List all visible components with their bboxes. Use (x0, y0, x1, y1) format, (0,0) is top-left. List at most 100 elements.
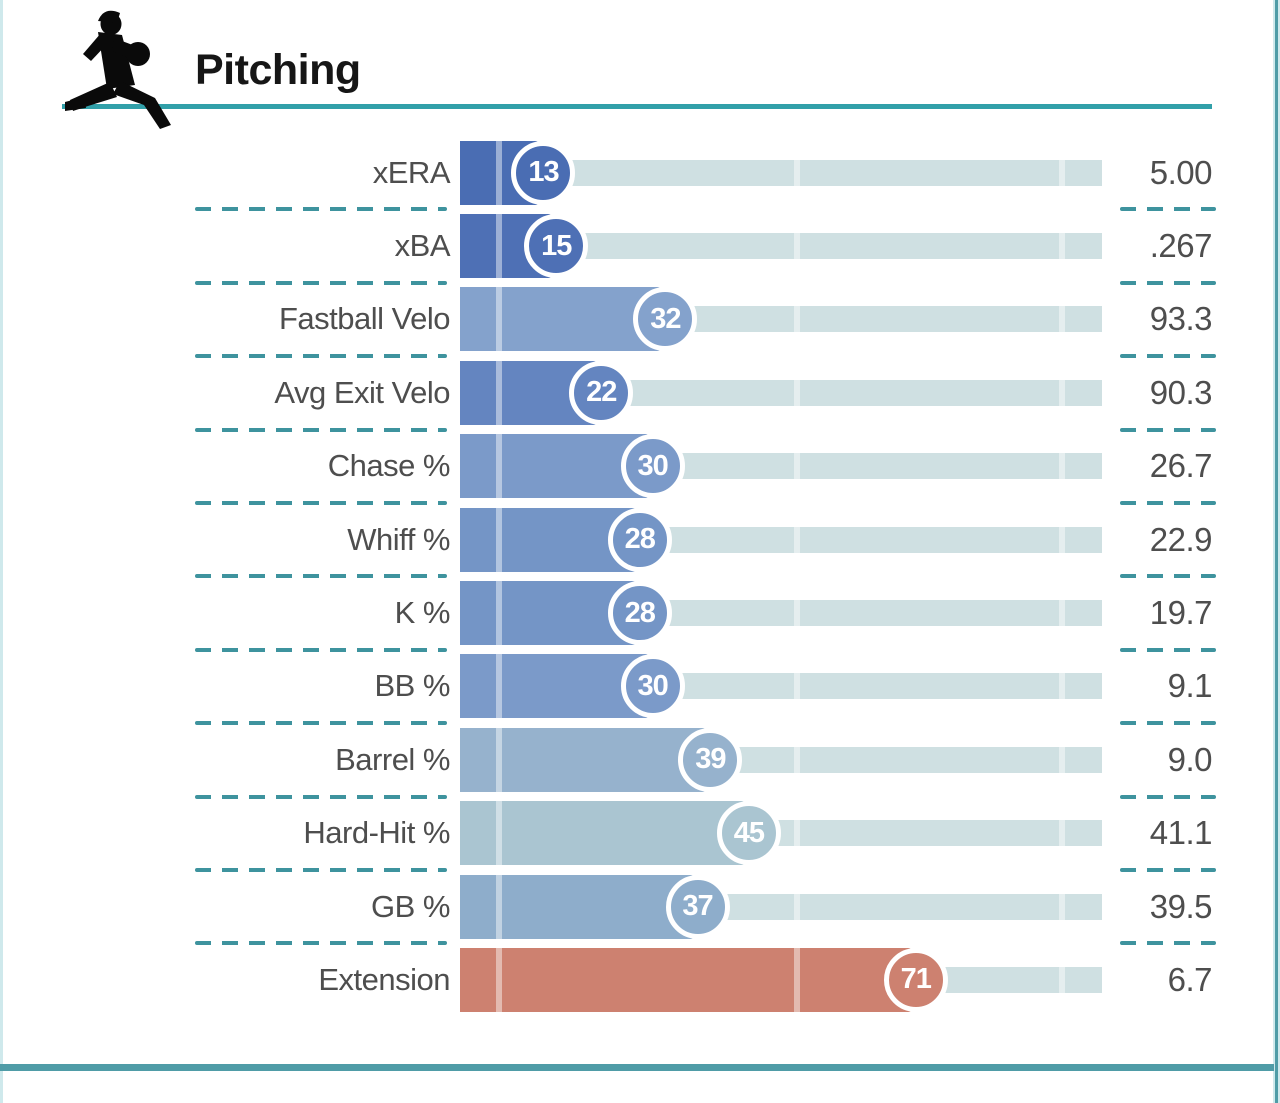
gridline (1059, 360, 1066, 425)
percentile-bubble: 15 (524, 214, 589, 279)
stat-label: GB % (371, 888, 450, 924)
percentile-bar: 13 (460, 136, 1102, 209)
gridline (1059, 434, 1066, 499)
row-separator-left (195, 867, 447, 872)
percentile-bubble: 37 (665, 874, 730, 939)
row-separator-right (1120, 427, 1216, 432)
gridline (794, 214, 801, 279)
stat-row: K % 28 19.7 (0, 576, 1280, 652)
percentile-bubble: 13 (511, 140, 576, 205)
gridline (794, 654, 801, 719)
stat-value: .267 (1149, 227, 1213, 265)
gridline (1059, 947, 1066, 1012)
percentile-bubble: 28 (607, 581, 672, 646)
percentile-bar: 15 (460, 209, 1102, 282)
row-separator-left (195, 427, 447, 432)
gridline (495, 434, 502, 499)
percentile-bar: 32 (460, 283, 1102, 356)
stat-label: BB % (374, 668, 450, 704)
section-title: Pitching (195, 46, 361, 94)
row-separator-right (1120, 941, 1216, 946)
gridline (495, 214, 502, 279)
row-separator (0, 941, 1280, 946)
gridline (1059, 654, 1066, 719)
percentile-bubble: 45 (716, 801, 781, 866)
percentile-bar: 39 (460, 723, 1102, 796)
percentile-bar: 22 (460, 356, 1102, 429)
gridline (495, 654, 502, 719)
gridline (794, 287, 801, 352)
stat-value: 93.3 (1149, 300, 1213, 338)
percentile-fill (460, 727, 711, 792)
stat-row: Extension 71 6.7 (0, 943, 1280, 1016)
header-rule (62, 104, 1212, 109)
card-left-border (0, 0, 3, 1103)
stat-row: Barrel % 39 9.0 (0, 723, 1280, 799)
stat-row: xERA 13 5.00 (0, 136, 1280, 212)
gridline (794, 140, 801, 205)
gridline (495, 287, 502, 352)
gridline (1059, 140, 1066, 205)
row-separator-left (195, 207, 447, 212)
percentile-fill (460, 874, 698, 939)
stat-value: 19.7 (1149, 594, 1213, 632)
percentile-fill (460, 287, 666, 352)
row-separator (0, 427, 1280, 432)
stat-value: 5.00 (1149, 153, 1213, 191)
stat-label: Hard-Hit % (303, 815, 450, 851)
row-separator (0, 794, 1280, 799)
row-separator (0, 867, 1280, 872)
stat-label: K % (394, 595, 451, 631)
stat-label: Fastball Velo (279, 301, 451, 337)
gridline (794, 947, 801, 1012)
row-separator-right (1120, 647, 1216, 652)
gridline (1059, 801, 1066, 866)
row-separator-right (1120, 354, 1216, 359)
gridline (495, 360, 502, 425)
row-separator-right (1120, 867, 1216, 872)
gridline (495, 874, 502, 939)
row-separator (0, 354, 1280, 359)
stat-row: Avg Exit Velo 22 90.3 (0, 356, 1280, 432)
row-separator-left (195, 794, 447, 799)
gridline (794, 801, 801, 866)
percentile-bubble: 32 (633, 287, 698, 352)
percentile-rows: xERA 13 5.00 xBA 15 .267 Fastball Velo (0, 136, 1280, 1017)
row-separator (0, 574, 1280, 579)
row-separator-right (1120, 500, 1216, 505)
percentile-fill (460, 801, 749, 866)
stat-value: 90.3 (1149, 373, 1213, 411)
stat-value: 9.0 (1167, 740, 1213, 778)
card-right-border (1272, 0, 1280, 1103)
gridline (495, 581, 502, 646)
percentile-bubble: 30 (620, 654, 685, 719)
row-separator (0, 500, 1280, 505)
row-separator-left (195, 354, 447, 359)
gridline (794, 360, 801, 425)
stat-label: Barrel % (335, 741, 450, 777)
row-separator-left (195, 500, 447, 505)
gridline (794, 434, 801, 499)
percentile-bar: 30 (460, 430, 1102, 503)
gridline (495, 801, 502, 866)
stat-label: Chase % (327, 448, 451, 484)
row-separator-left (195, 721, 447, 726)
percentile-bar: 37 (460, 870, 1102, 943)
gridline (794, 507, 801, 572)
stat-row: xBA 15 .267 (0, 209, 1280, 285)
gridline (1059, 581, 1066, 646)
stat-label: Whiff % (347, 521, 450, 557)
gridline (1059, 507, 1066, 572)
row-separator (0, 721, 1280, 726)
stat-row: Fastball Velo 32 93.3 (0, 283, 1280, 359)
row-separator-right (1120, 207, 1216, 212)
percentile-bar: 45 (460, 797, 1102, 870)
row-separator-left (195, 941, 447, 946)
percentile-bubble: 71 (883, 947, 948, 1012)
row-separator (0, 280, 1280, 285)
percentile-bar: 71 (460, 943, 1102, 1016)
stat-row: BB % 30 9.1 (0, 650, 1280, 726)
gridline (495, 947, 502, 1012)
gridline (1059, 727, 1066, 792)
